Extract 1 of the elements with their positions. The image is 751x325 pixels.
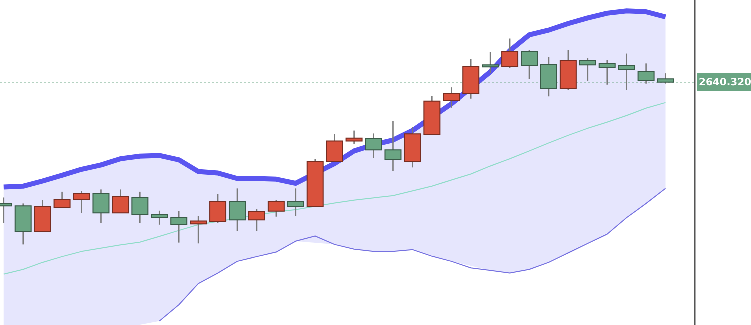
text: 2640.320	[699, 78, 751, 89]
